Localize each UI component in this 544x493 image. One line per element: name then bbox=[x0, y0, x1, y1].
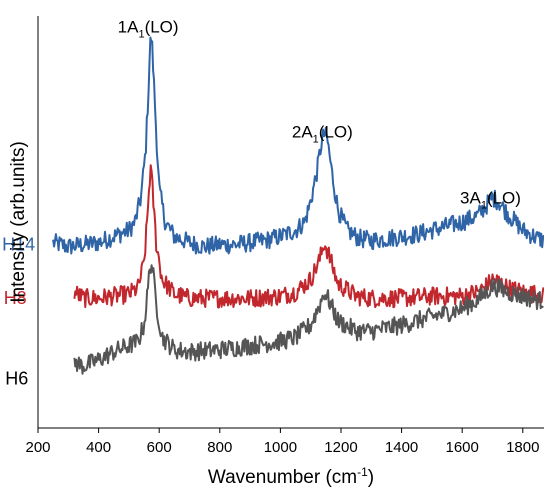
x-ticks: 200 400 600 800 1000 1200 1400 1600 1800 bbox=[25, 428, 539, 456]
y-axis-title: Intensity (arb.units) bbox=[8, 141, 29, 303]
series-line-h14 bbox=[52, 36, 544, 255]
plot-lines bbox=[52, 36, 544, 375]
peak-annotation: 3A1(LO) bbox=[460, 188, 521, 211]
peak-annotation: 2A1(LO) bbox=[292, 122, 353, 145]
x-tick-label: 800 bbox=[207, 439, 232, 456]
series-label-h8: H8 bbox=[4, 288, 27, 308]
series-label-h6: H6 bbox=[5, 369, 28, 389]
series-label-h14: H14 bbox=[2, 235, 35, 255]
series-labels: H14 H8 H6 bbox=[2, 235, 35, 389]
x-tick-label: 400 bbox=[86, 439, 111, 456]
x-tick-label: 200 bbox=[25, 439, 50, 456]
x-tick-label: 1600 bbox=[446, 439, 479, 456]
peak-annotations: 1A1(LO) 2A1(LO) 3A1(LO) bbox=[118, 17, 521, 211]
peak-annotation: 1A1(LO) bbox=[118, 17, 179, 40]
x-axis-title: Wavenumber (cm-1) bbox=[208, 465, 374, 488]
x-tick-label: 1400 bbox=[385, 439, 418, 456]
x-tick-label: 600 bbox=[147, 439, 172, 456]
series-line-h6 bbox=[73, 264, 544, 375]
x-tick-label: 1000 bbox=[264, 439, 297, 456]
axes bbox=[37, 16, 544, 429]
x-tick-label: 1200 bbox=[324, 439, 357, 456]
series-line-h8 bbox=[73, 164, 544, 309]
x-tick-label: 1800 bbox=[506, 439, 539, 456]
